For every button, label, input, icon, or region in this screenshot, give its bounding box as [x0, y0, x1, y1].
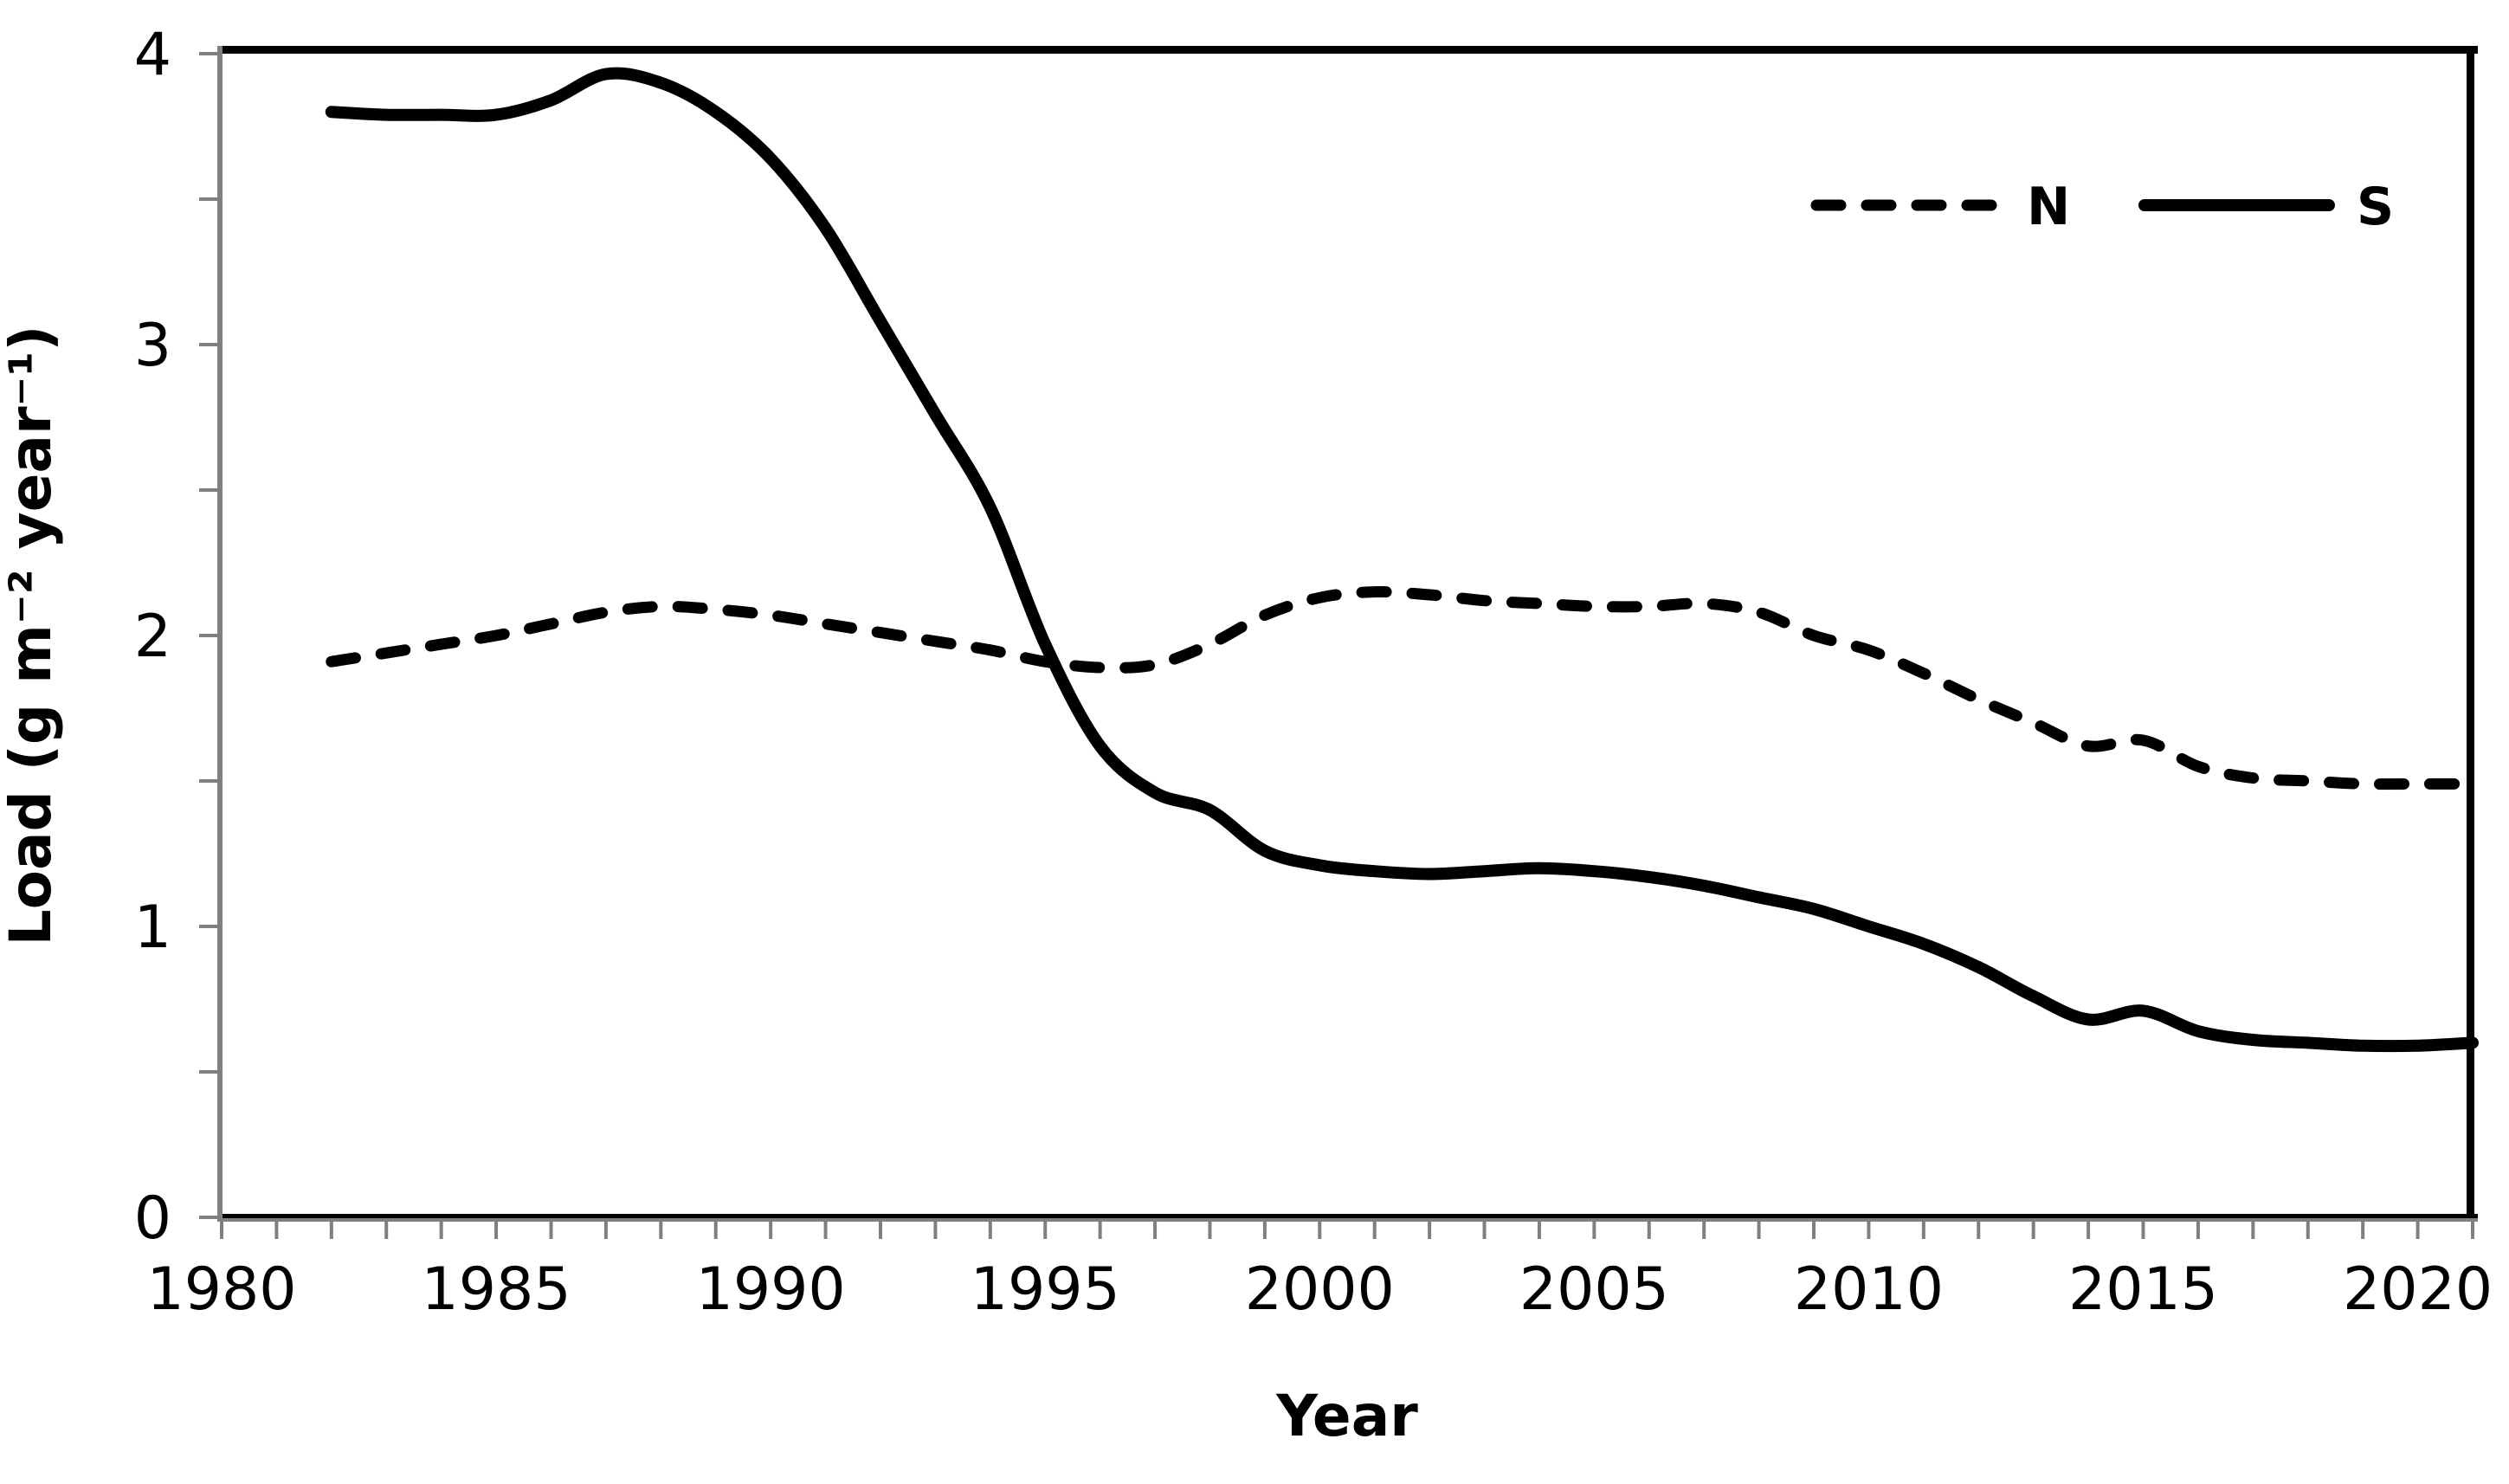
- x-axis-tick-labels: 1980 1985 1990 1995 2000 2005 2010 2015 2020: [146, 1255, 2493, 1324]
- spine-right: [2467, 46, 2474, 1222]
- y-axis-tick-labels: 0 1 2 3 4: [134, 21, 171, 1253]
- x-tick-label-2000: 2000: [1245, 1255, 1395, 1324]
- x-axis-title: Year: [1275, 1383, 1418, 1449]
- x-tick-label-2005: 2005: [1519, 1255, 1669, 1324]
- x-tick-label-1980: 1980: [146, 1255, 296, 1324]
- spine-bottom: [218, 1214, 2478, 1218]
- y-axis-ticks: [199, 52, 221, 1219]
- x-tick-label-1990: 1990: [696, 1255, 846, 1324]
- x-tick-label-1985: 1985: [422, 1255, 571, 1324]
- x-axis-ticks: [220, 1218, 2474, 1239]
- y-tick-label-3: 3: [134, 312, 171, 380]
- axis-line-bottom: [218, 1218, 2478, 1222]
- y-tick-label-2: 2: [134, 603, 171, 671]
- x-tick-label-2015: 2015: [2068, 1255, 2218, 1324]
- x-tick-label-2020: 2020: [2343, 1255, 2493, 1324]
- series-line-N-dashed: [326, 586, 2479, 790]
- x-tick-label-2010: 2010: [1794, 1255, 1944, 1324]
- y-tick-label-1: 1: [134, 894, 171, 962]
- series-line-S-solid: [325, 67, 2479, 1053]
- legend: N S: [1810, 177, 2394, 237]
- y-axis-title: Load (g m⁻² year⁻¹): [0, 326, 64, 946]
- x-tick-label-1995: 1995: [971, 1255, 1120, 1324]
- legend-label-N: N: [2027, 177, 2070, 237]
- plot-border: [217, 46, 2478, 1222]
- spine-top: [218, 46, 2478, 54]
- y-tick-label-0: 0: [134, 1184, 171, 1253]
- data-series: [325, 67, 2479, 1053]
- legend-label-S: S: [2357, 177, 2394, 237]
- y-tick-label-4: 4: [134, 21, 171, 89]
